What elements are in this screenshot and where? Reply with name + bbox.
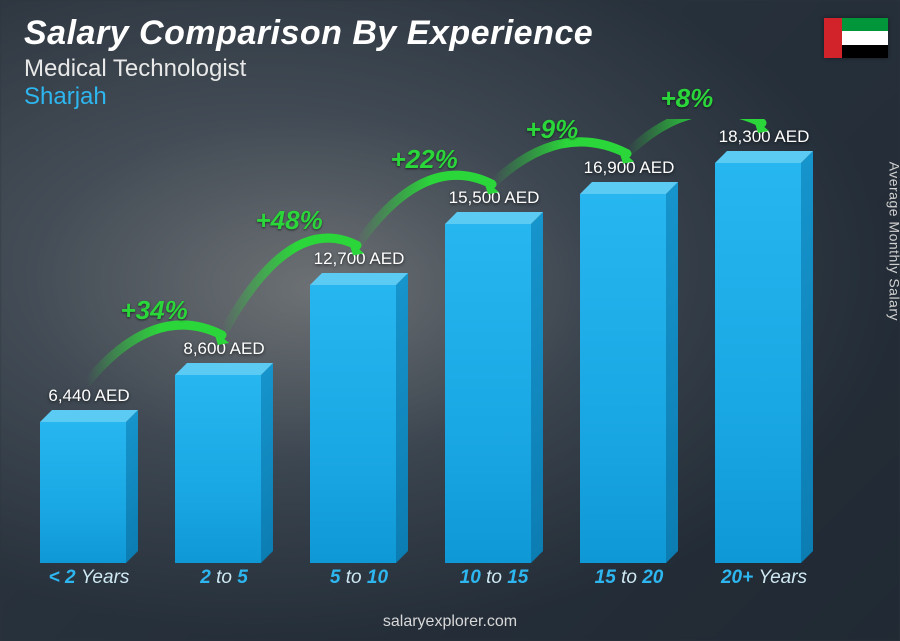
bar-value-label: 6,440 AED [30,386,148,406]
bar-category-label: 15 to 20 [570,567,688,589]
bar [310,285,408,563]
bar-category-label: 10 to 15 [435,567,553,589]
bar [40,422,138,563]
bar-value-label: 12,700 AED [300,249,418,269]
y-axis-label: Average Monthly Salary [886,161,900,320]
job-title: Medical Technologist [24,55,876,83]
bar-value-label: 8,600 AED [165,339,283,359]
bar-category-label: < 2 Years [30,567,148,589]
growth-percentage: +9% [526,114,579,145]
flag-uae [824,18,888,58]
location: Sharjah [24,83,876,111]
growth-percentage: +8% [661,83,714,114]
bar-category-label: 2 to 5 [165,567,283,589]
bar-category-label: 20+ Years [705,567,823,589]
bar-value-label: 16,900 AED [570,158,688,178]
bar-value-label: 15,500 AED [435,188,553,208]
bar-category-label: 5 to 10 [300,567,418,589]
page-title: Salary Comparison By Experience [24,14,876,53]
bar-value-label: 18,300 AED [705,127,823,147]
growth-percentage: +22% [391,144,458,175]
bar [715,163,813,563]
bar [580,194,678,563]
header: Salary Comparison By Experience Medical … [24,14,876,111]
footer-attribution: salaryexplorer.com [0,613,900,631]
bar [175,375,273,563]
bar [445,224,543,563]
growth-percentage: +48% [256,205,323,236]
growth-percentage: +34% [121,295,188,326]
salary-bar-chart: 6,440 AED < 2 Years 8,600 AED 2 to 5 12,700 … [30,119,840,589]
